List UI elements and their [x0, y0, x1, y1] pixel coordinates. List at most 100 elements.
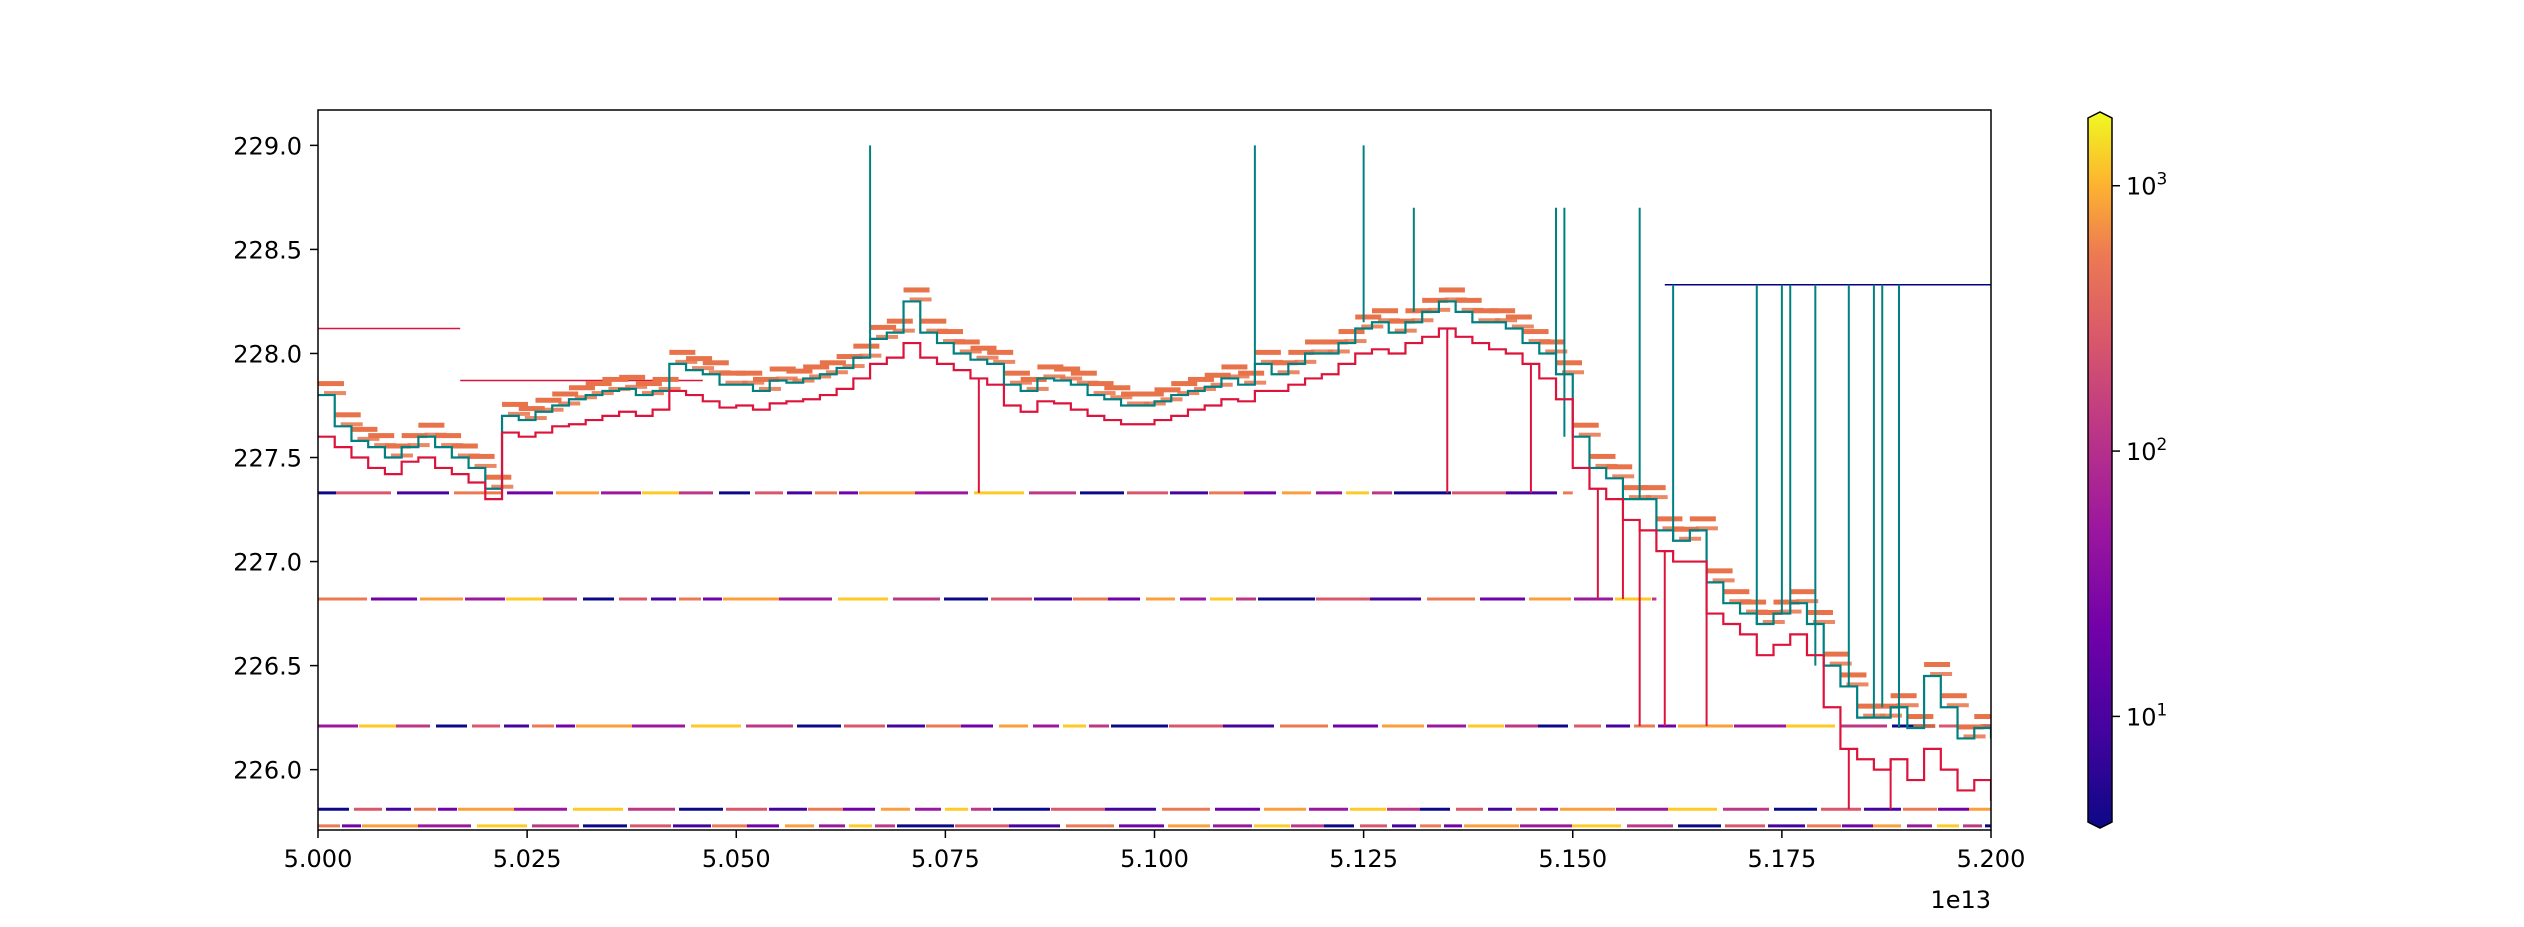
depth-block — [775, 376, 798, 381]
depth-block — [853, 343, 880, 349]
depth-block — [803, 364, 830, 370]
depth-block — [1940, 693, 1967, 699]
y-tick-label: 227.5 — [233, 445, 302, 473]
colorbar-tick-label: 102 — [2126, 435, 2167, 466]
depth-block — [1070, 370, 1097, 376]
depth-block — [1589, 453, 1616, 459]
depth-block — [937, 329, 964, 335]
plot-area — [318, 145, 1991, 828]
x-offset-label: 1e13 — [1930, 886, 1991, 914]
depth-block — [819, 360, 846, 366]
ask-price-line — [318, 300, 1991, 740]
depth-block — [1154, 387, 1181, 393]
depth-block — [686, 356, 713, 362]
depth-block — [1823, 651, 1850, 657]
depth-block — [1522, 329, 1549, 335]
depth-block — [669, 349, 696, 355]
x-tick-label: 5.125 — [1329, 845, 1398, 873]
depth-block — [692, 366, 715, 371]
depth-block — [1622, 485, 1649, 491]
depth-block — [368, 433, 395, 439]
depth-block — [1796, 599, 1819, 604]
depth-block — [552, 391, 579, 397]
depth-block — [1288, 349, 1315, 355]
depth-block — [719, 370, 746, 376]
depth-block — [1043, 374, 1066, 379]
depth-block — [1137, 391, 1164, 397]
depth-block — [1321, 339, 1348, 345]
x-tick-label: 5.100 — [1120, 845, 1189, 873]
depth-block — [508, 411, 531, 416]
depth-block — [585, 381, 612, 387]
x-tick-label: 5.200 — [1957, 845, 2026, 873]
depth-block — [340, 422, 363, 427]
depth-block — [318, 381, 344, 387]
depth-block — [602, 376, 629, 382]
depth-block — [1740, 599, 1767, 605]
depth-block — [1840, 672, 1867, 678]
depth-block — [1645, 495, 1668, 500]
depth-block — [468, 453, 495, 459]
depth-block — [736, 370, 763, 376]
depth-block — [1104, 385, 1131, 391]
depth-block — [1712, 578, 1735, 583]
depth-block — [652, 376, 679, 382]
depth-block — [1829, 661, 1852, 666]
y-tick-label: 226.0 — [233, 757, 302, 785]
colorbar-tick-label: 101 — [2126, 700, 2167, 731]
y-tick-label: 226.5 — [233, 653, 302, 681]
depth-block — [1505, 314, 1532, 320]
depth-block — [568, 385, 595, 391]
depth-block — [1572, 422, 1599, 428]
x-tick-label: 5.050 — [702, 845, 771, 873]
depth-block — [909, 297, 932, 302]
depth-block — [870, 324, 897, 330]
depth-block — [959, 349, 982, 354]
depth-block — [1271, 360, 1298, 366]
depth-block — [1438, 287, 1465, 293]
depth-block — [324, 391, 346, 396]
plot-frame — [317, 109, 1992, 831]
x-tick-label: 5.075 — [911, 845, 980, 873]
depth-block — [993, 359, 1016, 364]
depth-block — [435, 433, 462, 439]
depth-block — [1695, 526, 1718, 531]
depth-block — [1639, 485, 1666, 491]
depth-block — [1806, 609, 1833, 615]
depth-block — [903, 287, 930, 293]
depth-block — [1110, 395, 1133, 400]
depth-block — [1355, 314, 1382, 320]
depth-block — [1455, 297, 1482, 303]
depth-block — [518, 406, 545, 412]
depth-block — [1020, 376, 1047, 382]
x-tick-label: 5.150 — [1538, 845, 1607, 873]
depth-block — [1093, 391, 1116, 396]
depth-block — [1974, 714, 1991, 720]
depth-block — [702, 360, 729, 366]
depth-block — [535, 397, 562, 403]
depth-block — [1930, 672, 1953, 677]
depth-block — [334, 412, 361, 418]
x-tick-label: 5.000 — [284, 845, 353, 873]
depth-block — [1723, 589, 1750, 595]
y-tick-label: 227.0 — [233, 549, 302, 577]
depth-block — [1187, 376, 1214, 382]
depth-block — [1756, 609, 1783, 615]
depth-block — [1254, 349, 1281, 355]
x-axis: 5.000 5.025 5.050 5.075 5.100 5.125 5.150 5.175… — [284, 830, 2026, 873]
depth-block — [769, 366, 796, 372]
depth-block — [351, 426, 378, 432]
depth-block — [1227, 374, 1250, 379]
depth-block — [752, 376, 779, 382]
bid-price-line — [318, 327, 1991, 801]
depth-block — [1857, 703, 1884, 709]
depth-block — [1606, 464, 1633, 470]
depth-block — [742, 380, 765, 385]
depth-block — [451, 443, 478, 449]
depth-block — [1388, 318, 1415, 324]
x-tick-label: 5.175 — [1748, 845, 1817, 873]
depth-block — [976, 355, 999, 360]
depth-block — [1980, 724, 1991, 729]
depth-block — [675, 359, 698, 364]
